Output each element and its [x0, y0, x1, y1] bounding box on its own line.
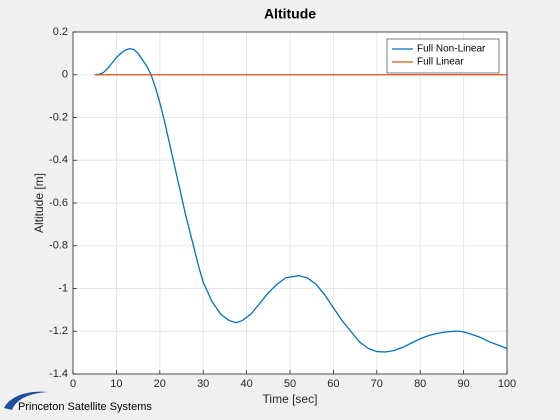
legend-label: Full Non-Linear: [417, 44, 486, 55]
x-tick-label: 100: [498, 378, 516, 390]
y-tick-label: -0.2: [49, 111, 68, 123]
x-tick-label: 50: [284, 378, 296, 390]
x-tick-label: 20: [154, 378, 166, 390]
ticks: 0 10 20 30 40 50 60 70 80 90 100 -1.4 -1.2 -1 -0.8 -0.6…: [49, 26, 516, 390]
x-tick-label: 60: [327, 378, 339, 390]
y-tick-label: -0.8: [49, 240, 68, 252]
y-axis-label: Altitude [m]: [32, 173, 46, 233]
x-axis-label: Time [sec]: [263, 392, 318, 406]
legend: Full Non-Linear Full Linear: [386, 38, 500, 74]
logo-swoosh: [4, 391, 48, 410]
legend-label: Full Linear: [417, 57, 464, 68]
y-tick-label: -1: [58, 282, 68, 294]
x-tick-label: 70: [371, 378, 383, 390]
x-tick-label: 80: [414, 378, 426, 390]
x-tick-label: 0: [70, 378, 76, 390]
y-tick-label: -1.2: [49, 325, 68, 337]
y-tick-label: -0.6: [49, 197, 68, 209]
logo-text: Princeton Satellite Systems: [18, 401, 152, 413]
series-line: [94, 47, 508, 353]
lines: [94, 47, 508, 353]
y-tick-label: -1.4: [49, 368, 68, 380]
legend-box: [386, 38, 500, 74]
x-tick-label: 30: [197, 378, 209, 390]
chart-title: Altitude: [264, 6, 316, 22]
x-tick-label: 90: [457, 378, 469, 390]
x-tick-label: 10: [110, 378, 122, 390]
y-tick-label: -0.4: [49, 154, 68, 166]
y-tick-label: 0.2: [53, 26, 68, 38]
y-tick-label: 0: [62, 69, 68, 81]
x-tick-label: 40: [240, 378, 252, 390]
